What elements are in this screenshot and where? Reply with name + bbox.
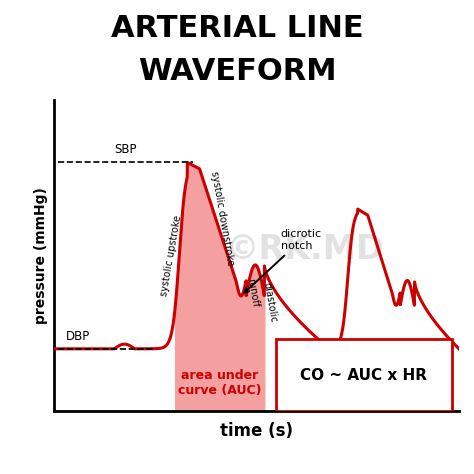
Text: systolic downstroke: systolic downstroke (209, 170, 235, 266)
Text: area under
curve (AUC): area under curve (AUC) (178, 369, 262, 397)
Text: dicrotic
notch: dicrotic notch (245, 229, 322, 292)
Text: CO ~ AUC x HR: CO ~ AUC x HR (300, 368, 427, 383)
Text: ©RK.MD: ©RK.MD (226, 233, 384, 266)
Text: DBP: DBP (66, 329, 90, 343)
Y-axis label: pressure (mmHg): pressure (mmHg) (34, 187, 48, 324)
FancyBboxPatch shape (276, 339, 452, 411)
Text: runoff: runoff (245, 278, 260, 308)
Text: WAVEFORM: WAVEFORM (137, 57, 337, 86)
Text: ARTERIAL LINE: ARTERIAL LINE (111, 14, 363, 43)
X-axis label: time (s): time (s) (220, 422, 293, 440)
Text: systolic upstroke: systolic upstroke (159, 214, 183, 297)
Text: SBP: SBP (114, 143, 137, 156)
Text: diastolic: diastolic (262, 282, 279, 323)
